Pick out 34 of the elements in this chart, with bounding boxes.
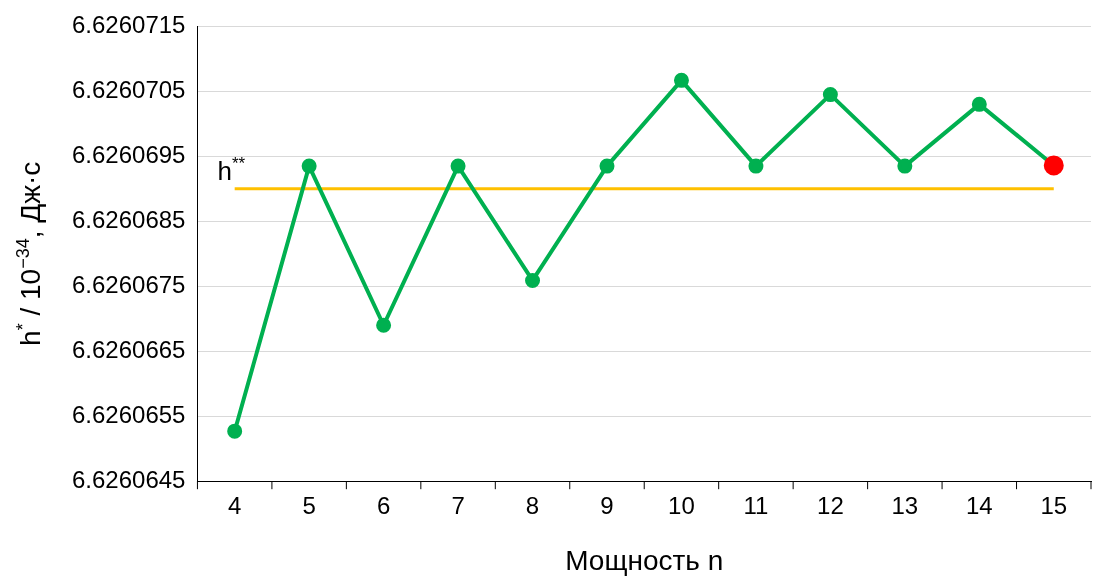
x-tick-label: 12	[817, 492, 844, 520]
y-axis-title: h* / 10−34, Дж·с	[12, 161, 46, 346]
x-tick-label: 8	[525, 492, 540, 520]
x-tick-label: 4	[228, 492, 242, 520]
point	[599, 158, 615, 174]
y-tick-label: 6.6260705	[72, 76, 186, 103]
ref-line-label: h**	[217, 154, 246, 186]
point	[450, 158, 466, 174]
y-tick-label: 6.6260665	[72, 335, 186, 363]
y-tick-label: 6.6260675	[72, 270, 186, 298]
point	[525, 272, 541, 288]
x-tick-label: 14	[965, 492, 993, 520]
point	[897, 158, 913, 174]
y-tick-label: 6.6260645	[72, 465, 186, 493]
y-tick-label: 6.6260715	[72, 11, 186, 39]
x-tick-label: 5	[302, 492, 316, 520]
point	[822, 87, 838, 103]
x-tick-label: 10	[668, 492, 695, 520]
point	[673, 72, 689, 88]
point	[971, 96, 987, 112]
y-tick-label: 6.6260685	[72, 205, 186, 233]
y-tick-label: 6.6260655	[72, 400, 186, 428]
x-tick-label: 11	[743, 492, 769, 520]
point	[748, 158, 764, 174]
y-tick-label: 6.6260695	[72, 140, 186, 168]
x-tick-label: 13	[891, 492, 919, 520]
point	[376, 317, 392, 333]
point	[227, 423, 243, 439]
x-tick-label: 6	[376, 492, 391, 520]
x-axis-title: Мощность n	[565, 545, 724, 576]
x-tick-label: 15	[1040, 492, 1068, 520]
point	[301, 158, 317, 174]
x-tick-label: 9	[600, 492, 614, 520]
x-tick-label: 7	[451, 492, 465, 520]
